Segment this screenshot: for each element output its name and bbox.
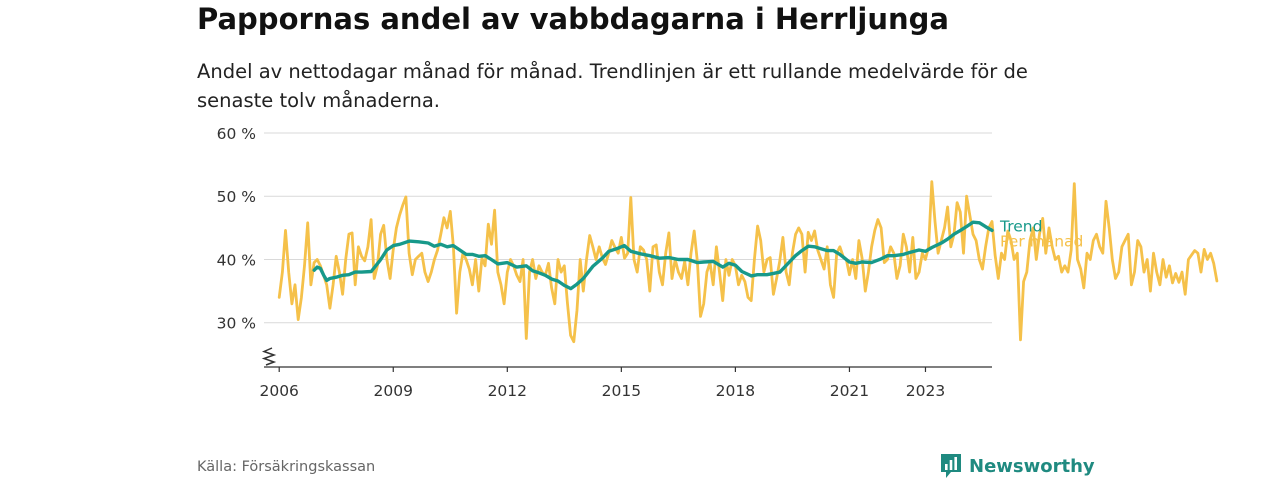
y-tick-label: 30 % <box>217 315 256 333</box>
series-line-trend <box>312 220 994 291</box>
x-tick-label: 2006 <box>259 382 298 400</box>
x-axis: 2006 2009 2012 2015 2018 2021 2023 <box>259 366 992 400</box>
x-tick-label: 2023 <box>906 382 945 400</box>
source-note: Källa: Försäkringskassan <box>197 459 376 475</box>
y-tick-label: 50 % <box>217 188 256 206</box>
series-line-per-manad <box>277 180 1219 344</box>
grid-lines <box>264 132 992 324</box>
x-tick-label: 2021 <box>830 382 869 400</box>
y-tick-label: 40 % <box>217 251 256 269</box>
series-label-trend: Trend <box>999 217 1042 235</box>
y-tick-label: 60 % <box>217 125 256 143</box>
y-axis-tick-labels: 30 % 40 % 50 % 60 % <box>217 125 256 333</box>
series-label-per-manad: Per månad <box>1000 232 1083 250</box>
chart-subtitle: Andel av nettodagar månad för månad. Tre… <box>197 60 1028 112</box>
chart-logo-icon <box>941 454 961 478</box>
x-tick-label: 2009 <box>374 382 413 400</box>
x-tick-label: 2015 <box>602 382 641 400</box>
series-lines <box>277 180 1219 344</box>
chart-title: Pappornas andel av vabbdagarna i Herrlju… <box>197 2 949 36</box>
newsworthy-brand[interactable]: Newsworthy <box>940 451 1095 481</box>
x-tick-label: 2018 <box>716 382 755 400</box>
brand-name: Newsworthy <box>969 455 1095 477</box>
x-tick-label: 2012 <box>488 382 527 400</box>
axis-break-icon <box>261 347 277 366</box>
